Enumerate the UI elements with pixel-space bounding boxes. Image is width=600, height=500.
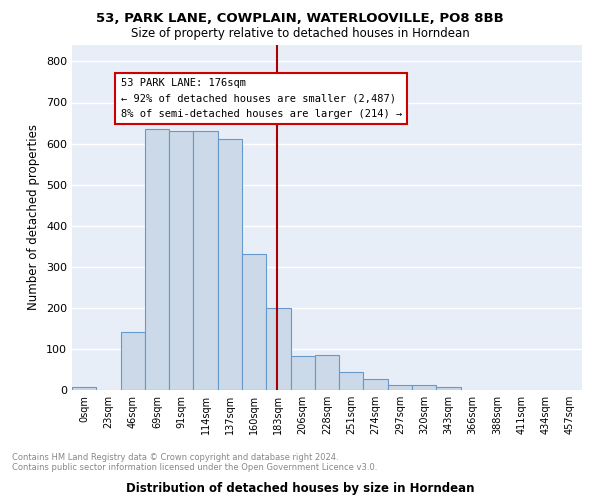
Bar: [315, 355, 339, 390]
Bar: [290, 356, 315, 390]
Bar: [436, 386, 461, 390]
Bar: [193, 131, 218, 390]
Text: 53 PARK LANE: 176sqm
← 92% of detached houses are smaller (2,487)
8% of semi-det: 53 PARK LANE: 176sqm ← 92% of detached h…: [121, 78, 402, 119]
Bar: [169, 131, 193, 390]
Bar: [145, 129, 169, 390]
Y-axis label: Number of detached properties: Number of detached properties: [28, 124, 40, 310]
Bar: [412, 384, 436, 390]
Bar: [388, 384, 412, 390]
Text: 53, PARK LANE, COWPLAIN, WATERLOOVILLE, PO8 8BB: 53, PARK LANE, COWPLAIN, WATERLOOVILLE, …: [96, 12, 504, 26]
Text: Distribution of detached houses by size in Horndean: Distribution of detached houses by size …: [126, 482, 474, 495]
Bar: [218, 140, 242, 390]
Text: Size of property relative to detached houses in Horndean: Size of property relative to detached ho…: [131, 28, 469, 40]
Bar: [242, 254, 266, 390]
Bar: [121, 332, 145, 390]
Bar: [364, 378, 388, 390]
Bar: [72, 386, 96, 390]
Bar: [339, 372, 364, 390]
Bar: [266, 308, 290, 390]
Text: Contains HM Land Registry data © Crown copyright and database right 2024.
Contai: Contains HM Land Registry data © Crown c…: [12, 453, 377, 472]
